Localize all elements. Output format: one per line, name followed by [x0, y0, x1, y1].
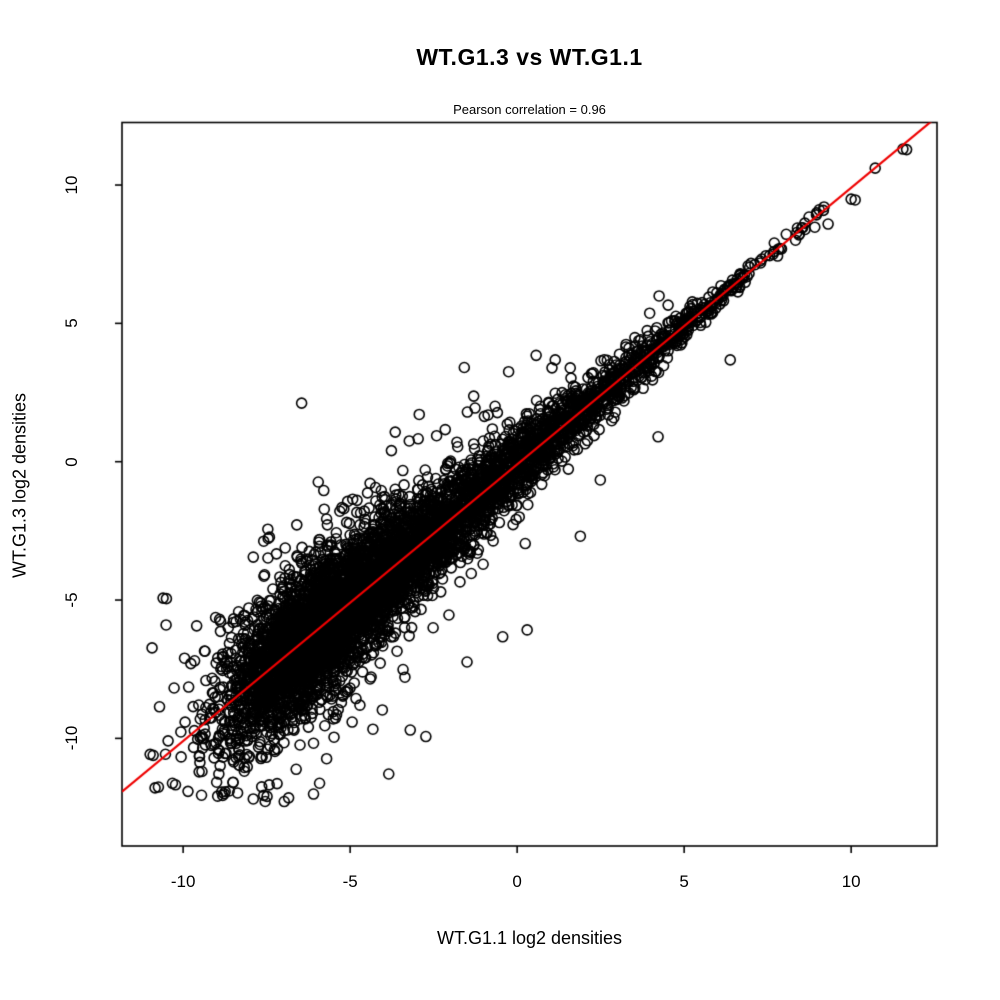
- y-tick-label: -10: [62, 726, 81, 751]
- y-tick-label: -5: [62, 592, 81, 608]
- x-axis-label: WT.G1.1 log2 densities: [436, 928, 623, 948]
- chart-title: WT.G1.3 vs WT.G1.1: [416, 44, 643, 70]
- y-tick-label: 0: [62, 456, 81, 467]
- x-tick-label: 0: [512, 872, 522, 891]
- y-axis-label: WT.G1.3 log2 densities: [9, 392, 30, 579]
- chart-subtitle: Pearson correlation = 0.96: [453, 102, 606, 117]
- x-tick-label: -5: [342, 872, 358, 891]
- x-tick-label: 10: [841, 872, 861, 891]
- y-tick-label: 5: [62, 318, 81, 329]
- x-tick-label: 5: [679, 872, 689, 891]
- x-tick-label: -10: [170, 872, 196, 891]
- y-tick-label: 10: [62, 175, 81, 195]
